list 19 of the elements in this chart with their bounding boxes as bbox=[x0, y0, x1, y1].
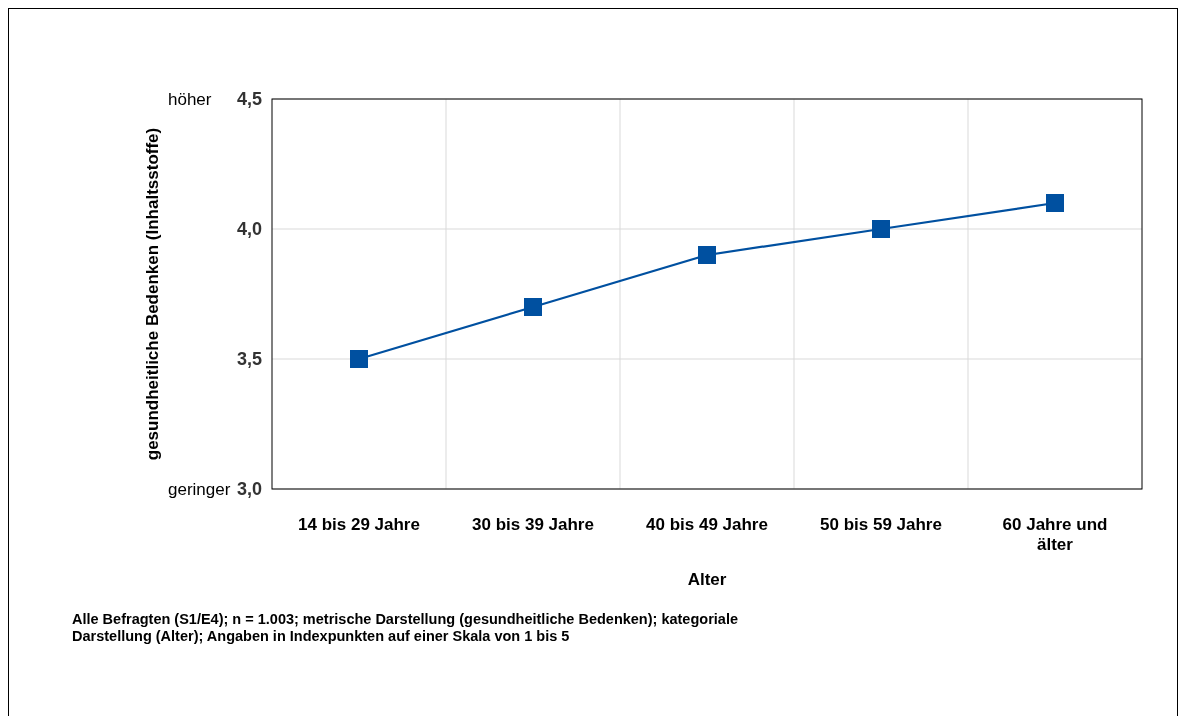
x-tick-label: 14 bis 29 Jahre bbox=[298, 515, 420, 534]
x-tick-label: 60 Jahre und älter bbox=[1002, 515, 1108, 554]
x-axis-title: Alter bbox=[687, 570, 727, 589]
y-tick-label: 4,0 bbox=[236, 219, 262, 240]
x-tick-label: 30 bis 39 Jahre bbox=[472, 515, 594, 534]
y-tick-label: 3,0 bbox=[236, 479, 262, 500]
point bbox=[872, 220, 890, 238]
text: höher bbox=[168, 89, 212, 109]
point bbox=[350, 350, 368, 368]
y-tick-label: 3,5 bbox=[236, 349, 262, 370]
text: Alle Befragten (S1/E4); n = 1.003; metrische Darstellung (gesundheitliche Bedenken); kategoriale Darstellung (Alter); Angaben in Indexpunkten auf einer Skala von 1 bis 5 bbox=[72, 611, 738, 644]
x-tick-label: 50 bis 59 Jahre bbox=[820, 515, 942, 534]
point bbox=[698, 246, 716, 264]
y-axis-title: gesundheitliche Bedenken (Inhaltsstoffe) bbox=[143, 127, 162, 461]
text: geringer bbox=[168, 479, 231, 499]
point bbox=[1046, 194, 1064, 212]
point bbox=[524, 298, 542, 316]
y-tick-label: 4,5 bbox=[236, 89, 262, 110]
x-tick-label: 40 bis 49 Jahre bbox=[646, 515, 768, 534]
